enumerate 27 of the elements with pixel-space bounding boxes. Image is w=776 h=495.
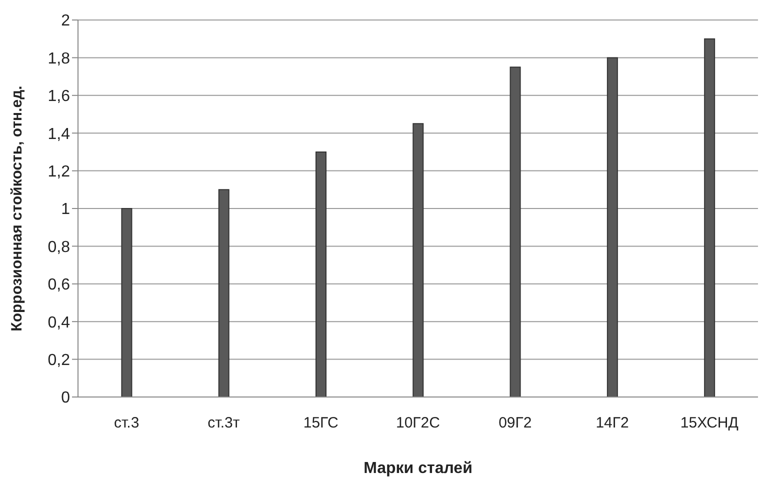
bar bbox=[121, 208, 132, 397]
bar bbox=[510, 66, 521, 397]
x-axis-title: Марки сталей bbox=[364, 460, 472, 477]
x-tick-label: ст.3 bbox=[114, 414, 140, 432]
bar bbox=[316, 151, 326, 397]
y-tick-label: 1,6 bbox=[48, 88, 70, 106]
x-tick-label: 15ГС bbox=[303, 414, 339, 432]
x-tick-label: 09Г2 bbox=[498, 414, 532, 432]
x-tick-label: ст.3т bbox=[208, 414, 240, 432]
y-tick-label: 1,4 bbox=[48, 126, 70, 143]
x-tick-label: 14Г2 bbox=[596, 414, 629, 432]
x-tick-label: 10Г2С bbox=[396, 414, 440, 432]
y-tick-label: 0,4 bbox=[48, 314, 70, 332]
y-tick-label: 0,6 bbox=[48, 276, 70, 294]
bar bbox=[412, 123, 424, 397]
y-tick-label: 0,8 bbox=[48, 238, 70, 256]
y-tick-label: 2 bbox=[61, 12, 70, 30]
y-axis-title: Коррозионная стойкость, отн.ед. bbox=[8, 86, 26, 332]
bar bbox=[218, 189, 230, 397]
bar bbox=[606, 57, 618, 397]
y-tick-label: 1,8 bbox=[48, 50, 70, 68]
x-tick-label: 15ХСНД bbox=[680, 414, 738, 432]
y-tick-label: 1,2 bbox=[48, 163, 70, 180]
y-tick-label: 0 bbox=[61, 390, 70, 407]
y-tick-label: 1 bbox=[61, 201, 70, 218]
bar bbox=[704, 38, 716, 397]
y-tick-label: 0,2 bbox=[48, 352, 70, 369]
